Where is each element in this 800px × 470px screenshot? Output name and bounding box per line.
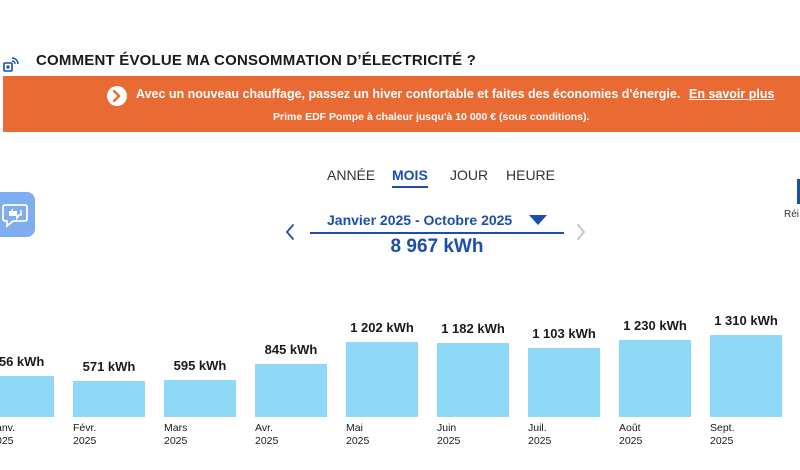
bar-7[interactable] [528,348,600,417]
meter-signal-icon [3,57,19,72]
bar-value-label: 595 kWh [173,358,227,373]
month-year: 2025 [346,435,370,447]
month-label: anv.025 [0,422,15,448]
month-name: anv. [0,422,16,434]
month-label: Juil. 2025 [528,422,551,448]
month-year: 2025 [73,435,97,447]
month-year: 2025 [255,435,279,447]
month-name: Févr. [73,422,97,434]
bar-4[interactable] [255,364,327,417]
chevron-left-icon[interactable] [283,223,297,241]
bar-value-label: 656 kWh [0,354,45,369]
bar-value-label: 1 230 kWh [623,318,687,333]
granularity-tabs: ANNÉE MOIS JOUR HEURE [0,167,800,191]
tab-jour[interactable]: JOUR [450,167,489,183]
month-name: Juin [437,422,457,434]
month-name: Avr. [255,422,273,434]
promo-text: Avec un nouveau chauffage, passez un hiv… [136,87,681,101]
month-year: 2025 [528,435,552,447]
month-year: 2025 [437,435,461,447]
month-name: Mars [164,422,188,434]
month-year: 2025 [619,435,643,447]
period-dropdown[interactable]: Janvier 2025 - Octobre 2025 [310,210,564,234]
bar-value-label: 1 182 kWh [441,321,505,336]
month-label: Août 2025 [619,422,642,448]
chevron-right-icon[interactable] [574,223,588,241]
bar-value-label: 1 103 kWh [532,326,596,341]
bar-value-label: 571 kWh [82,359,136,374]
month-name: Juil. [528,422,547,434]
feedback-button[interactable] [0,192,35,237]
bar-6[interactable] [437,343,509,417]
bar-2[interactable] [73,381,145,417]
bar-5[interactable] [346,342,418,417]
bar-9[interactable] [710,335,782,417]
bar-value-label: 1 202 kWh [350,320,414,335]
reset-control[interactable] [797,179,800,204]
caret-down-icon [529,215,547,225]
month-year: 2025 [710,435,734,447]
promo-banner: Avec un nouveau chauffage, passez un hiv… [3,76,800,132]
month-name: Sept. [710,422,735,434]
month-label: Juin 2025 [437,422,460,448]
bar-3[interactable] [164,380,236,417]
tab-heure[interactable]: HEURE [506,167,556,183]
period-label: Janvier 2025 - Octobre 2025 [327,212,513,228]
bar-value-label: 1 310 kWh [714,313,778,328]
tab-mois[interactable]: MOIS [392,167,428,188]
month-label: Mai 2025 [346,422,369,448]
reset-label: Réi [784,209,800,220]
month-year: 025 [0,435,14,447]
month-label: Févr. 2025 [73,422,96,448]
month-year: 2025 [164,435,188,447]
chevron-right-icon[interactable] [107,86,127,106]
bar-8[interactable] [619,340,691,417]
month-label: Mars 2025 [164,422,187,448]
tab-annee[interactable]: ANNÉE [327,167,376,183]
thumbs-feedback-icon [2,204,28,228]
period-total: 8 967 kWh [390,236,484,257]
learn-more-link[interactable]: En savoir plus [689,87,775,101]
month-name: Août [619,422,641,434]
bar-value-label: 845 kWh [264,342,318,357]
month-label: Avr. 2025 [255,422,278,448]
month-name: Mai [346,422,363,434]
month-label: Sept. 2025 [710,422,735,448]
promo-subtext: Prime EDF Pompe à chaleur jusqu'à 10 000… [273,111,590,123]
bar-1[interactable] [0,376,54,417]
page-title: COMMENT ÉVOLUE MA CONSOMMATION D’ÉLECTRI… [36,52,477,69]
